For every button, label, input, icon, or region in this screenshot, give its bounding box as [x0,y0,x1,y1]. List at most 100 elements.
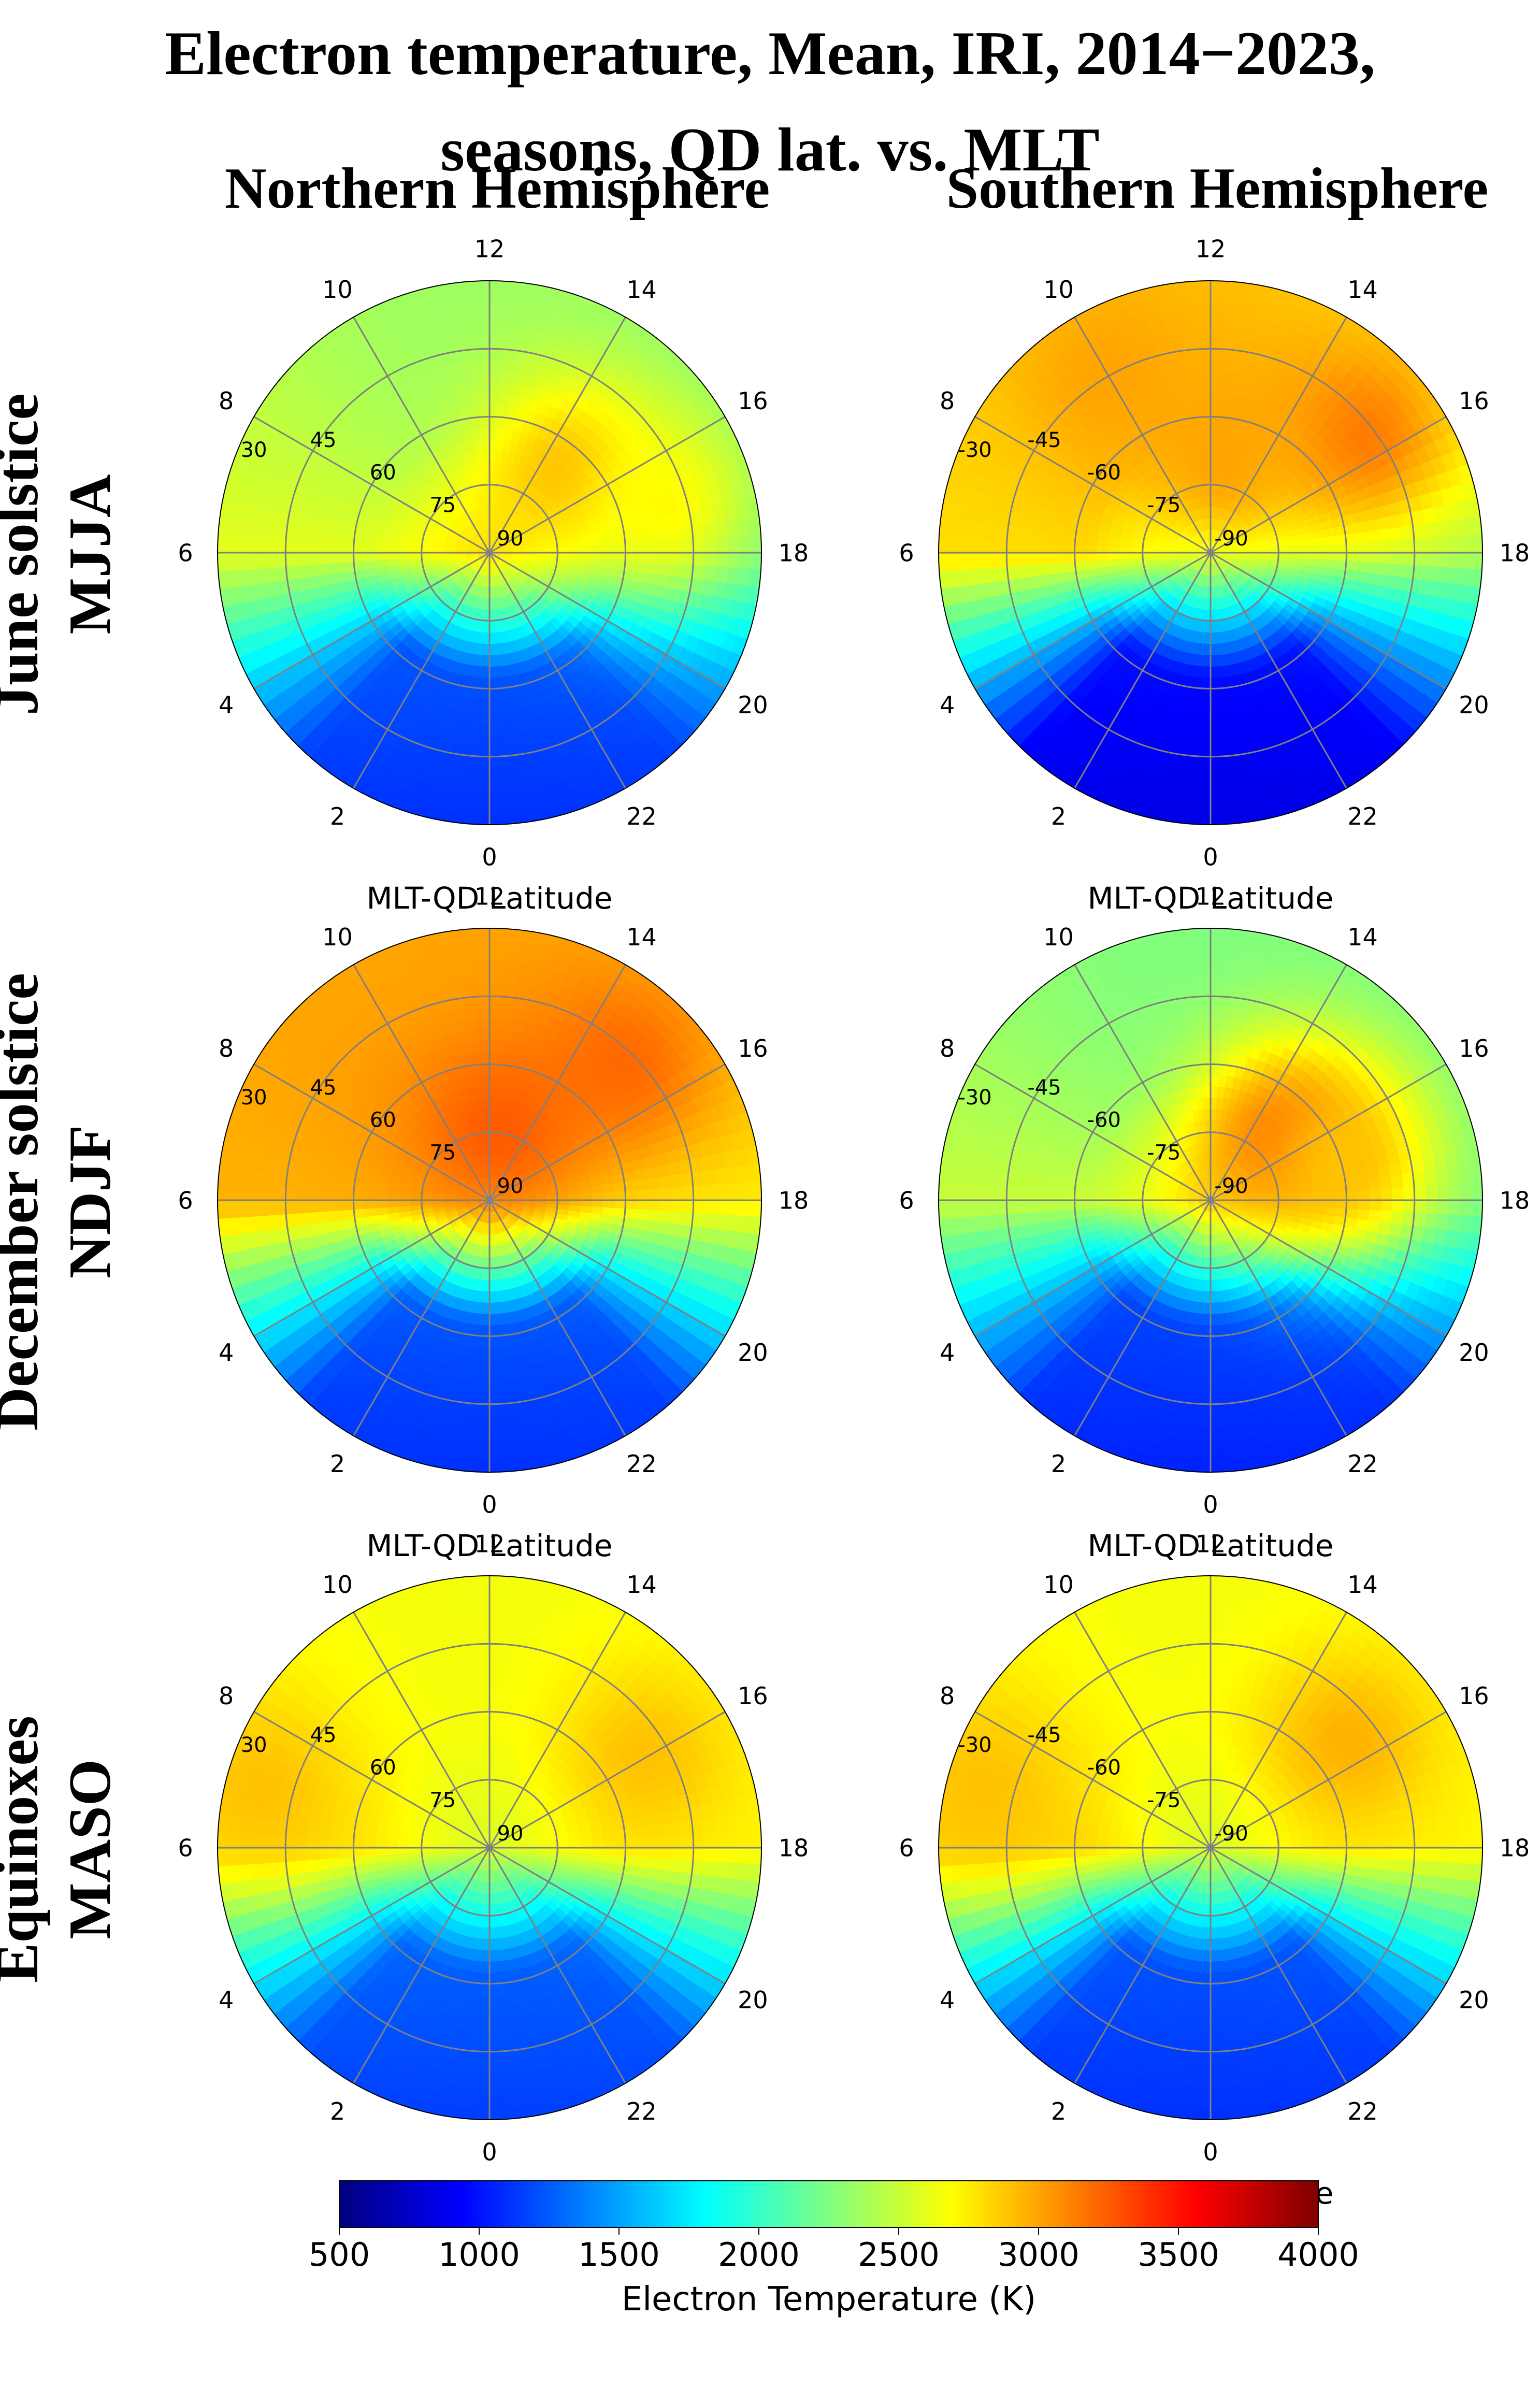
mlt-gridline [974,552,1211,689]
mlt-tick-label: 8 [940,1682,955,1710]
mlt-tick-label: 4 [219,1339,234,1366]
mlt-gridline [974,1063,1211,1201]
mlt-gridline [489,1711,726,1849]
mlt-gridline [974,1711,1211,1849]
colorbar-tick-label: 4000 [1277,2236,1359,2274]
lat-tick-label: 30 [241,438,267,462]
mlt-gridline [253,552,490,689]
lat-tick-label: 30 [241,1086,267,1110]
heatmap-4 [218,1576,761,2120]
mlt-tick-label: 6 [899,1834,914,1862]
polar-frame [217,1575,762,2120]
mlt-tick-label: 8 [940,387,955,415]
mlt-gridline [253,1847,490,1984]
mlt-tick-label: 6 [178,1187,193,1215]
mlt-gridline [488,317,626,553]
mlt-gridline [489,1199,726,1337]
lat-tick-label: -90 [1214,527,1248,551]
lat-tick-label: 45 [310,1723,337,1747]
lat-tick-label: 75 [429,1788,456,1812]
mlt-gridline [1074,552,1212,789]
colorbar-tick-label: 3500 [1138,2236,1219,2274]
mlt-tick-label: 14 [1347,276,1378,304]
mlt-gridline [1210,1199,1447,1337]
mlt-tick-label: 2 [330,1450,345,1478]
mlt-tick-label: 0 [482,843,497,871]
mlt-tick-label: 20 [1459,1339,1489,1366]
mlt-tick-label: 16 [1459,387,1489,415]
mlt-tick-label: 8 [219,387,234,415]
panel-xlabel: MLT-QD Latitude [367,881,613,916]
mlt-tick-label: 4 [940,1339,955,1366]
mlt-tick-label: 18 [779,539,809,567]
mlt-tick-label: 2 [330,2097,345,2125]
polar-frame [938,280,1483,825]
mlt-tick-label: 2 [1051,802,1066,830]
colorbar-tick-label: 3000 [998,2236,1080,2274]
colorbar-tick-label: 2500 [858,2236,940,2274]
mlt-tick-label: 20 [1459,691,1489,719]
mlt-gridline [1074,1847,1212,2084]
mlt-tick-label: 10 [1043,276,1074,304]
mlt-tick-label: 6 [899,1187,914,1215]
mlt-tick-label: 2 [1051,2097,1066,2125]
lat-tick-label: -75 [1147,1141,1181,1164]
lat-tick-label: -90 [1214,1822,1248,1846]
mlt-gridline [488,964,626,1201]
mlt-tick-label: 12 [1196,235,1226,263]
mlt-gridline [353,964,491,1201]
panel-xlabel: MLT-QD Latitude [1088,881,1334,916]
mlt-gridline [253,416,490,554]
mlt-tick-label: 4 [219,1986,234,2014]
mlt-tick-label: 10 [322,276,353,304]
mlt-tick-label: 10 [1043,1571,1074,1599]
heatmap-0 [218,281,761,825]
lat-tick-label: -75 [1147,493,1181,517]
mlt-gridline [1210,964,1347,1201]
mlt-tick-label: 6 [178,1834,193,1862]
mlt-tick-label: 14 [626,276,657,304]
polar-panel-south-row2: 1210864202220181614-90-75-60-45-30MLT-QD… [899,1530,1530,2211]
lat-tick-label: 60 [370,461,396,485]
lat-tick-label: 90 [497,1174,524,1198]
lat-tick-label: 45 [310,428,337,452]
lat-tick-label: -60 [1087,1109,1121,1132]
mlt-tick-label: 10 [1043,923,1074,951]
mlt-gridline [489,416,726,554]
mlt-tick-label: 8 [940,1034,955,1062]
mlt-tick-label: 16 [738,387,768,415]
mlt-gridline [1210,1200,1347,1436]
lat-tick-label: -60 [1087,1756,1121,1780]
lat-tick-label: 75 [429,493,456,517]
mlt-gridline [1210,1711,1447,1849]
panel-xlabel: MLT-QD Latitude [367,1528,613,1563]
mlt-tick-label: 12 [1196,1530,1226,1558]
mlt-gridline [353,317,491,553]
lat-tick-label: 60 [370,1756,396,1780]
mlt-tick-label: 2 [330,802,345,830]
mlt-gridline [488,552,626,789]
mlt-tick-label: 16 [1459,1034,1489,1062]
lat-tick-label: -90 [1214,1174,1248,1198]
mlt-gridline [974,1199,1211,1337]
mlt-tick-label: 22 [626,802,657,830]
mlt-tick-label: 10 [322,1571,353,1599]
mlt-gridline [1074,317,1212,553]
colorbar-tick-label: 1500 [578,2236,660,2274]
mlt-tick-label: 0 [1203,843,1218,871]
mlt-tick-label: 14 [1347,923,1378,951]
mlt-tick-label: 2 [1051,1450,1066,1478]
lat-tick-label: 90 [497,1822,524,1846]
mlt-gridline [1210,1847,1347,2084]
lat-tick-label: 75 [429,1141,456,1164]
mlt-tick-label: 22 [626,1450,657,1478]
mlt-tick-label: 4 [219,691,234,719]
colorbar-tick-label: 1000 [438,2236,520,2274]
mlt-gridline [1210,1063,1447,1201]
mlt-gridline [489,1847,726,1984]
colorbar-tick-label: 2000 [718,2236,800,2274]
polar-frame [938,1575,1483,2120]
mlt-tick-label: 18 [1500,1834,1530,1862]
